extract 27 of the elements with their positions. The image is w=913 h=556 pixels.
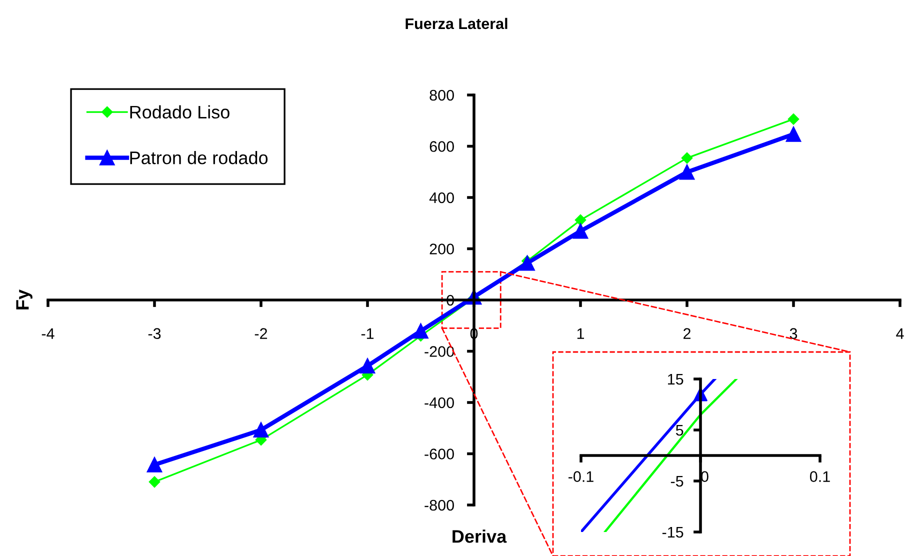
x-axis-title: Deriva	[452, 530, 507, 543]
y-tick-label: -200	[424, 346, 454, 357]
y-tick-label: -400	[424, 397, 454, 408]
y-tick-label: 800	[430, 90, 454, 101]
y-tick-label: 5	[676, 425, 684, 436]
y-axis-title: Fy	[16, 290, 32, 310]
legend-label: Rodado Liso	[130, 105, 230, 119]
x-tick-label: -0.1	[568, 471, 594, 482]
y-tick-label: -5	[670, 476, 684, 487]
x-tick-label: 4	[896, 328, 904, 339]
y-tick-label: 15	[668, 374, 684, 385]
x-tick-label: -1	[361, 328, 374, 339]
y-tick-label: 200	[430, 244, 454, 254]
y-tick-label: -800	[424, 500, 454, 511]
y-tick-label: -600	[424, 448, 454, 460]
x-tick-label: 1	[577, 328, 584, 339]
x-tick-label: 3	[790, 328, 798, 339]
x-tick-label: 0.1	[810, 471, 830, 482]
x-tick-label: 2	[684, 328, 690, 339]
x-tick-label: -3	[148, 328, 161, 339]
x-tick-label: -2	[254, 328, 268, 339]
legend-label: Patron de rodado	[130, 151, 268, 164]
y-tick-label: -15	[662, 527, 684, 538]
y-tick-label: 400	[429, 192, 454, 204]
x-tick-label: -4	[42, 328, 54, 339]
chart-title: Fuerza Lateral	[406, 18, 508, 30]
y-tick-label: 600	[430, 141, 454, 152]
